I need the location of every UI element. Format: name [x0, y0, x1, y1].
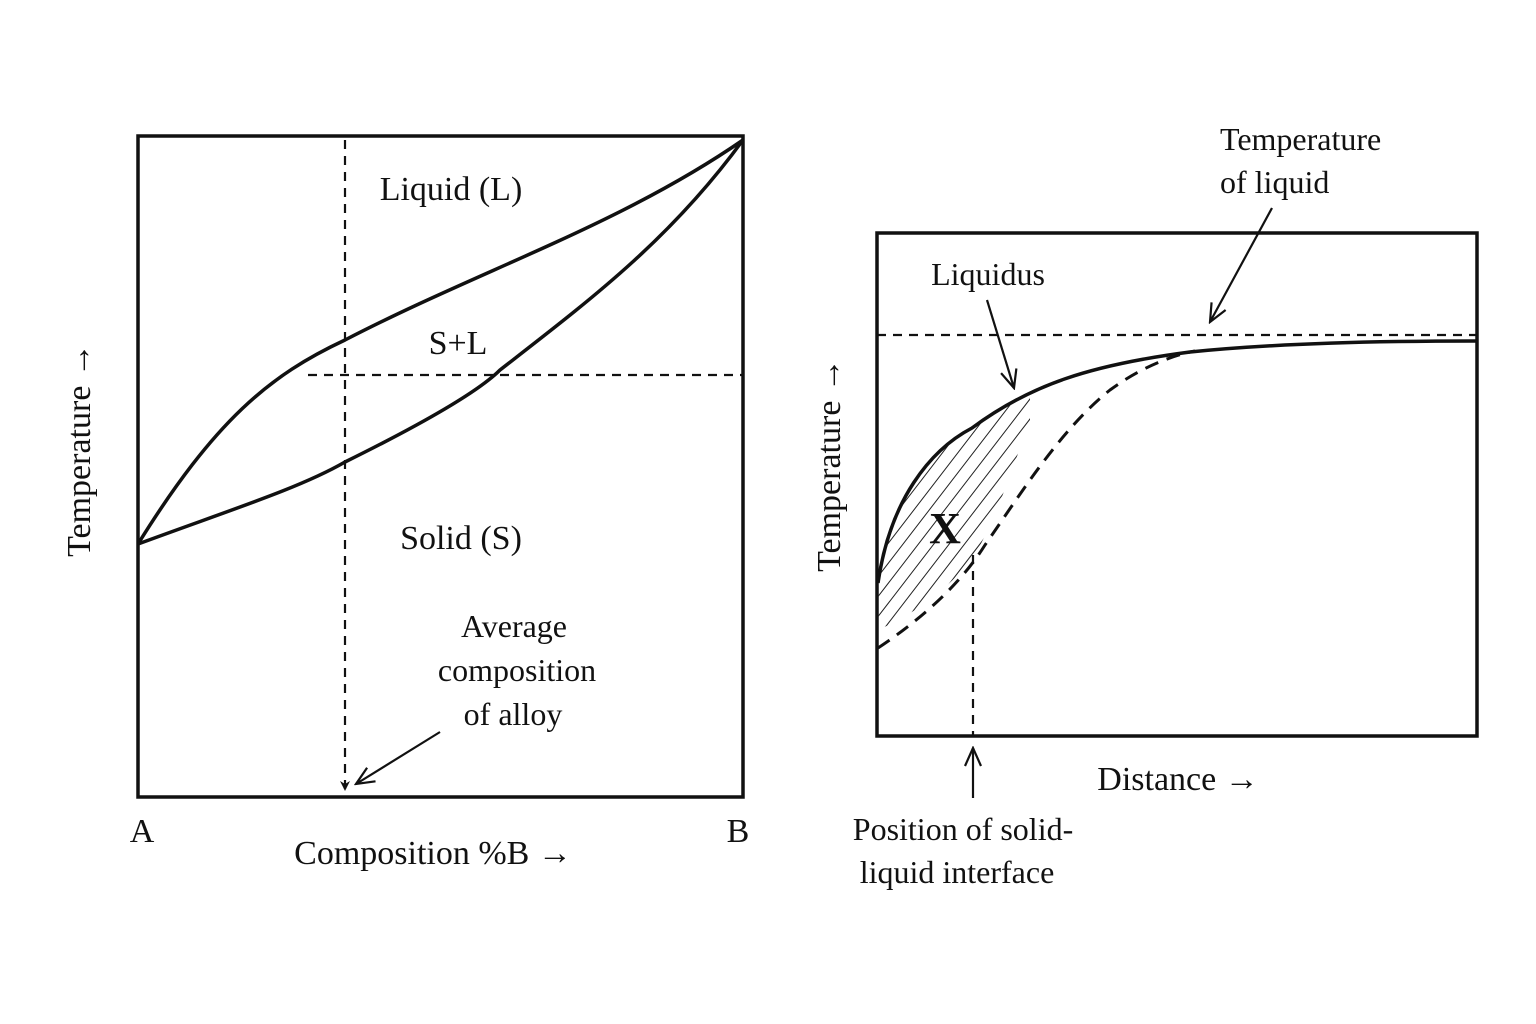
region-liquid-label: Liquid (L) — [380, 171, 523, 208]
profile-y-axis-label: Temperature → — [811, 358, 848, 572]
liquidus-arrow — [985, 299, 1014, 388]
annotation-line-2: composition — [438, 652, 596, 688]
phase-diagram: Liquid (L) S+L Solid (S) Average composi… — [61, 134, 750, 872]
interface-label-1: Position of solid- — [853, 811, 1073, 847]
region-x-label: X — [929, 504, 961, 553]
interface-label-2: liquid interface — [860, 854, 1055, 890]
phase-diagram-frame — [136, 134, 745, 799]
annotation-arrow — [356, 731, 441, 784]
corner-label-a: A — [130, 813, 155, 850]
liquidus-label: Liquidus — [931, 256, 1045, 292]
liquid-temperature-label-1: Temperature — [1220, 121, 1381, 157]
y-axis-label: Temperature → — [61, 343, 98, 557]
distance-axis-label: Distance → — [1097, 761, 1258, 798]
solidus-curve — [137, 138, 745, 546]
profile-frame — [875, 231, 1479, 738]
x-axis-label: Composition %B → — [294, 835, 572, 872]
liquidus-curve — [136, 138, 744, 545]
annotation-line-1: Average — [461, 608, 567, 644]
liquid-temperature-label-2: of liquid — [1220, 164, 1329, 200]
actual-temperature-curve — [877, 349, 1196, 650]
annotation-line-3: of alloy — [464, 696, 563, 732]
liquid-temperature-arrow — [1210, 207, 1273, 322]
temperature-profile-diagram: Liquidus Temperature of liquid X Distanc… — [811, 121, 1479, 890]
region-two-phase-label: S+L — [429, 325, 488, 362]
region-solid-label: Solid (S) — [400, 520, 522, 557]
liquidus-temperature-curve — [876, 339, 1478, 584]
corner-label-b: B — [727, 813, 750, 850]
